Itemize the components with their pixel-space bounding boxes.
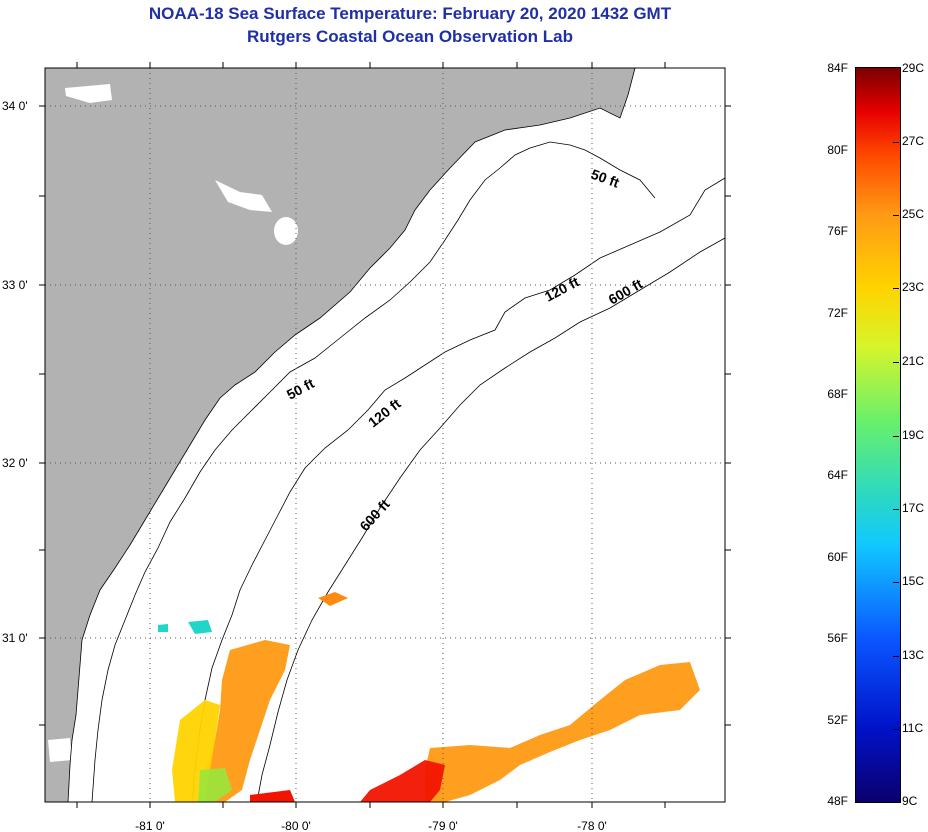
colorbar-tick: [893, 215, 899, 216]
colorbar-f-48: 48F: [827, 794, 848, 808]
colorbar-c-21: 21C: [902, 354, 925, 368]
lat-label-33: 33 0': [2, 278, 28, 292]
colorbar-tick: [893, 288, 899, 289]
isobath-50ft: [91, 141, 656, 803]
colorbar-f-64: 64F: [827, 468, 848, 482]
lon-label-80: -80 0': [281, 819, 311, 832]
sst-patch-orange: [205, 640, 290, 802]
lake: [48, 738, 72, 762]
colorbar-tick: [893, 436, 899, 437]
lat-label-31: 31 0': [2, 631, 28, 645]
sst-patch-south-orange: [425, 662, 700, 802]
colorbar-f-52: 52F: [827, 713, 848, 727]
sst-patch-orange-small: [318, 592, 348, 606]
sst-patch-cyan: [188, 620, 212, 634]
colorbar-tick: [893, 362, 899, 363]
colorbar-tick: [893, 509, 899, 510]
colorbar-f-60: 60F: [827, 550, 848, 564]
sst-patch-cyan-small: [158, 624, 168, 632]
colorbar-f-84: 84F: [827, 61, 848, 75]
colorbar-f-68: 68F: [827, 387, 848, 401]
colorbar-c-17: 17C: [902, 501, 925, 515]
colorbar-c-11: 11C: [902, 721, 924, 735]
colorbar-tick: [893, 729, 899, 730]
colorbar-c-13: 13C: [902, 648, 925, 662]
colorbar-tick: [893, 656, 899, 657]
map-title: NOAA-18 Sea Surface Temperature: Februar…: [148, 4, 672, 23]
isobath-120ft: [191, 177, 726, 803]
lon-label-81: -81 0': [135, 819, 165, 832]
coastline: [67, 67, 636, 803]
colorbar-tick: [893, 582, 899, 583]
lat-label-32: 32 0': [2, 456, 28, 470]
sst-patch-red: [360, 760, 445, 802]
colorbar-tick: [893, 142, 899, 143]
lake: [274, 217, 298, 245]
colorbar-f-72: 72F: [827, 306, 848, 320]
colorbar-c-25: 25C: [902, 207, 925, 221]
colorbar-c-29: 29C: [902, 61, 925, 75]
lake: [65, 84, 112, 103]
lon-label-78: -78 0': [577, 819, 607, 832]
map-subtitle: Rutgers Coastal Ocean Observation Lab: [247, 27, 573, 46]
grid-lines: [45, 68, 725, 802]
temperature-colorbar: [855, 67, 901, 803]
map-frame: [44, 67, 726, 803]
colorbar-f-76: 76F: [827, 224, 848, 238]
isobath-600ft: [256, 237, 726, 803]
colorbar-c-19: 19C: [902, 428, 925, 442]
colorbar-c-27: 27C: [902, 134, 925, 148]
land-mass: [45, 68, 635, 802]
sst-patch-red-small: [250, 790, 295, 802]
lon-label-79: -79 0': [428, 819, 458, 832]
colorbar-c-15: 15C: [902, 574, 925, 588]
lake: [215, 180, 272, 212]
colorbar-c-23: 23C: [902, 280, 925, 294]
lat-label-34: 34 0': [2, 99, 28, 113]
colorbar-f-80: 80F: [827, 143, 848, 157]
colorbar-f-56: 56F: [827, 631, 848, 645]
colorbar-c-9: 9C: [902, 794, 918, 808]
sst-patch-green: [198, 768, 232, 802]
axis-ticks: [39, 62, 731, 808]
